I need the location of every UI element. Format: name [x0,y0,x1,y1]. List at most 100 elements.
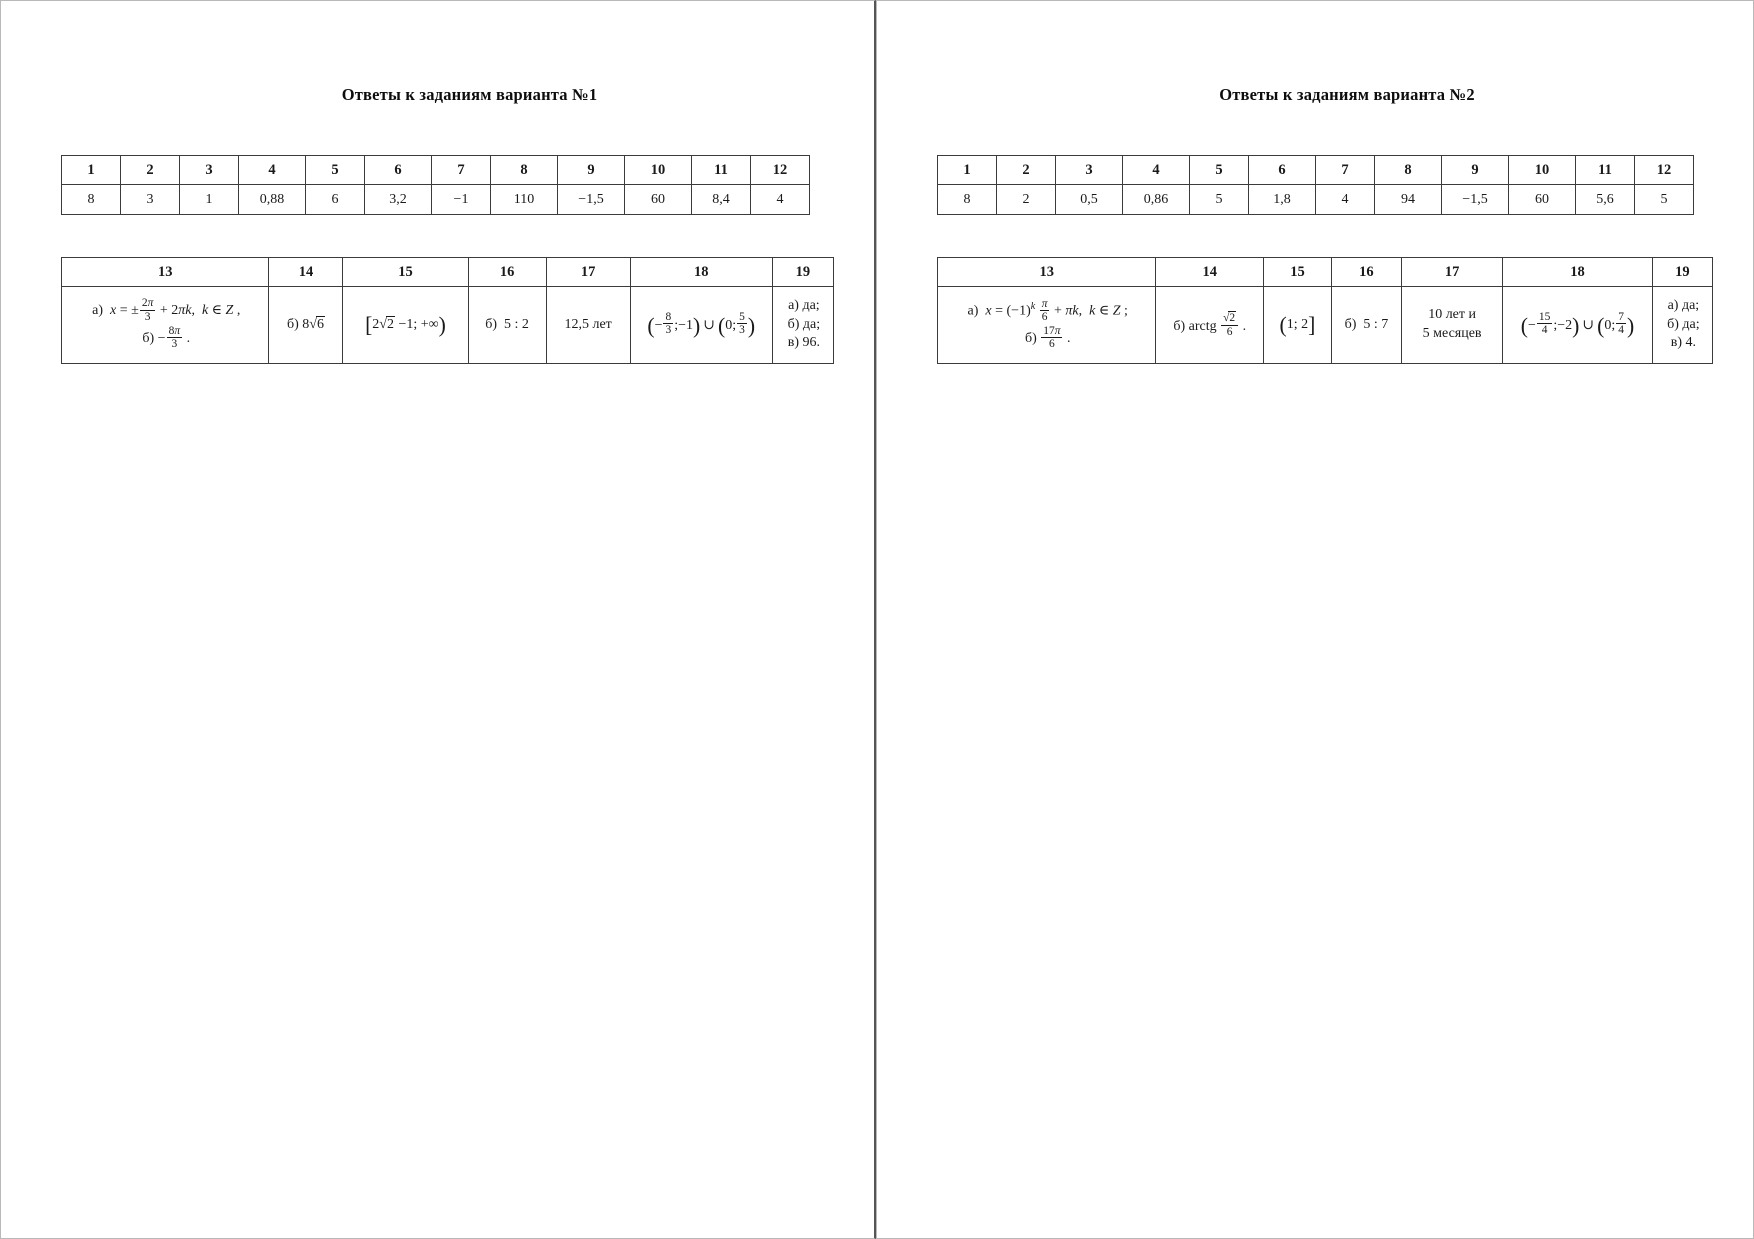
table-header-row: 1 2 3 4 5 6 7 8 9 10 11 12 [61,155,810,185]
table-value-row: 8 2 0,5 0,86 5 1,8 4 94 −1,5 60 5,6 5 [937,184,1694,215]
answer-cell-3: 1 [179,184,239,215]
answer-cell-4: 0,86 [1122,184,1190,215]
col-header-11: 11 [1575,155,1635,185]
col-header-14: 14 [268,257,344,287]
answer-cell-12: 5 [1634,184,1694,215]
answer-cell-1: 8 [937,184,997,215]
col-header-15: 15 [1263,257,1332,287]
col-header-10: 10 [1508,155,1576,185]
answer-cell-8: 94 [1374,184,1442,215]
col-header-7: 7 [1315,155,1375,185]
answer-cell-12: 4 [750,184,810,215]
answer-cell-11: 5,6 [1575,184,1635,215]
answer-cell-11: 8,4 [691,184,751,215]
col-header-4: 4 [238,155,306,185]
answer-19v-line: в) 4. [1670,335,1697,351]
col-header-9: 9 [1441,155,1509,185]
col-header-17: 17 [1400,257,1504,287]
answer-19b-line: б) да; [1667,316,1700,332]
answers-table-13-19-variant-1: 13 14 15 16 17 18 19 а) x = ±2π 3 [60,257,835,364]
table-header-row: 1 2 3 4 5 6 7 8 9 10 11 12 [937,155,1694,185]
col-header-15: 15 [342,257,469,287]
col-header-9: 9 [557,155,625,185]
col-header-13: 13 [936,257,1157,287]
col-header-1: 1 [61,155,121,185]
col-header-3: 3 [1055,155,1123,185]
answer-cell-16: б) 5 : 2 [467,286,547,364]
answer-cell-6: 1,8 [1248,184,1316,215]
answer-cell-16: б) 5 : 7 [1330,286,1402,364]
col-header-11: 11 [691,155,751,185]
col-header-19: 19 [771,257,835,287]
answer-cell-17: 10 лет и 5 месяцев [1400,286,1504,364]
answer-cell-2: 3 [120,184,180,215]
answer-13b-line: б) 17π 6 . [1024,325,1071,351]
answer-19a-line: а) да; [788,297,820,313]
answer-19v-line: в) 96. [787,335,821,351]
page-title-variant-2: Ответы к заданиям варианта №2 [1219,85,1475,104]
col-header-6: 6 [364,155,432,185]
answer-cell-9: −1,5 [557,184,625,215]
answer-cell-6: 3,2 [364,184,432,215]
answer-cell-18: (− 15 4 ;−2) ∪ (0; 7 4) [1502,286,1653,364]
table-long-v1: 13 14 15 16 17 18 19 а) x = ±2π 3 [60,257,835,364]
table-short-v1: 1 2 3 4 5 6 7 8 9 10 11 12 8 [61,155,810,215]
col-header-16: 16 [1330,257,1402,287]
answer-17-line1: 10 лет и [1428,307,1476,323]
answer-cell-7: 4 [1315,184,1375,215]
document-page-1: Ответы к заданиям варианта №1 1 2 3 4 5 … [0,0,876,1239]
col-header-8: 8 [490,155,558,185]
answer-cell-17: 12,5 лет [545,286,631,364]
answers-table-1-12-variant-1: 1 2 3 4 5 6 7 8 9 10 11 12 8 [61,155,834,215]
col-header-16: 16 [467,257,547,287]
answer-cell-7: −1 [431,184,491,215]
answers-table-13-19-variant-2: 13 14 15 16 17 18 19 а) x = (−1)k [936,257,1714,364]
col-header-6: 6 [1248,155,1316,185]
answer-17-line2: 5 месяцев [1422,326,1482,341]
document-page-2: Ответы к заданиям варианта №2 1 2 3 4 5 … [876,0,1754,1239]
answer-cell-1: 8 [61,184,121,215]
answer-cell-9: −1,5 [1441,184,1509,215]
answer-cell-3: 0,5 [1055,184,1123,215]
answer-cell-8: 110 [490,184,558,215]
answer-cell-5: 5 [1189,184,1249,215]
answer-cell-4: 0,88 [238,184,306,215]
col-header-18: 18 [629,257,773,287]
col-header-3: 3 [179,155,239,185]
answer-cell-2: 2 [996,184,1056,215]
col-header-7: 7 [431,155,491,185]
answer-cell-5: 6 [305,184,365,215]
col-header-12: 12 [1634,155,1694,185]
col-header-17: 17 [545,257,631,287]
answer-cell-14: б) 8√6 [268,286,344,364]
answer-13a-line: а) x = ±2π 3 + 2πk, k ∈ Z , [92,297,241,323]
col-header-2: 2 [120,155,180,185]
col-header-8: 8 [1374,155,1442,185]
col-header-12: 12 [750,155,810,185]
col-header-4: 4 [1122,155,1190,185]
col-header-19: 19 [1651,257,1714,287]
col-header-2: 2 [996,155,1056,185]
col-header-18: 18 [1502,257,1653,287]
table-value-row: а) x = ±2π 3 + 2πk, k ∈ Z , б) −8π 3 . б) … [60,286,835,364]
col-header-5: 5 [305,155,365,185]
table-long-v2: 13 14 15 16 17 18 19 а) x = (−1)k [936,257,1714,364]
answer-cell-15: [2√2 −1; +∞) [342,286,469,364]
answer-cell-13: а) x = ±2π 3 + 2πk, k ∈ Z , б) −8π 3 . [60,286,270,364]
answer-cell-10: 60 [624,184,692,215]
page-title-variant-1: Ответы к заданиям варианта №1 [341,85,598,104]
answer-cell-10: 60 [1508,184,1576,215]
answer-cell-19: а) да; б) да; в) 4. [1651,286,1714,364]
table-short-v2: 1 2 3 4 5 6 7 8 9 10 11 12 8 [937,155,1694,215]
answer-19a-line: а) да; [1667,297,1700,313]
answer-19b-line: б) да; [787,316,821,332]
col-header-10: 10 [624,155,692,185]
col-header-13: 13 [60,257,270,287]
col-header-1: 1 [937,155,997,185]
col-header-5: 5 [1189,155,1249,185]
answer-cell-18: (− 8 3 ;−1) ∪ (0; 5 3) [629,286,773,364]
